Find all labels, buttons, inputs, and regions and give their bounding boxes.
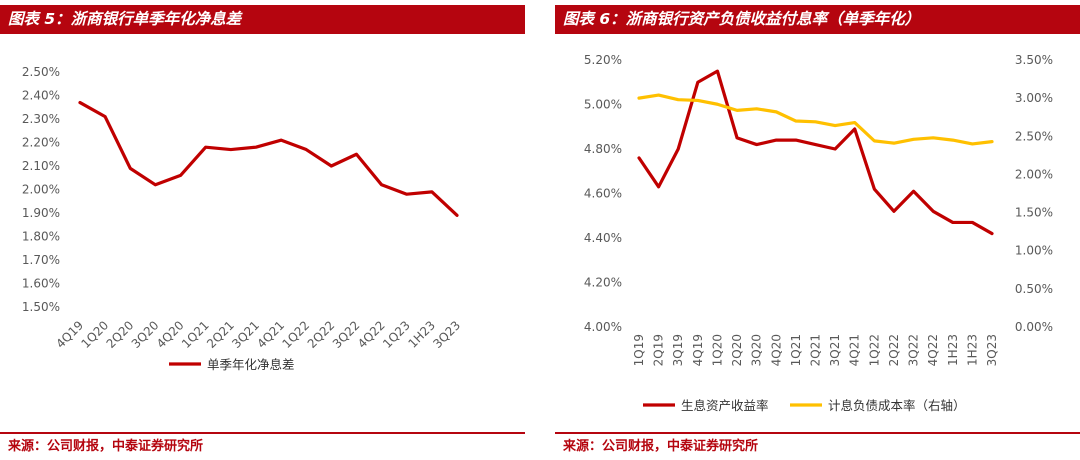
y-right-tick-label: 0.00% <box>1015 320 1053 334</box>
y-right-tick-label: 3.50% <box>1015 53 1053 67</box>
x-tick-label: 2Q22 <box>305 318 338 351</box>
y-right-tick-label: 1.00% <box>1015 244 1053 258</box>
x-tick-label: 2Q19 <box>652 334 666 366</box>
y-tick-label: 2.40% <box>22 89 60 103</box>
y-left-tick-label: 4.40% <box>584 231 622 245</box>
right-chart-svg: 5.20% 5.00% 4.80% 4.60% 4.40% 4.20% 4.00% 3.50%… <box>584 53 1053 413</box>
series-line-net-interest-margin <box>78 100 459 217</box>
x-tick-label: 4Q20 <box>154 318 187 351</box>
series-line-asset-yield <box>637 69 994 236</box>
right-chart-source: 来源：公司财报，中泰证券研究所 <box>555 432 1080 459</box>
right-chart-panel: 图表 6：浙商银行资产负债收益付息率（单季年化） 5.20% 5.00% 4.80%… <box>555 0 1080 459</box>
x-tick-label: 3Q21 <box>828 334 842 366</box>
x-tick-label: 1Q23 <box>380 318 413 351</box>
y-tick-label: 2.00% <box>22 183 60 197</box>
x-tick-label: 1Q21 <box>179 318 212 351</box>
y-left-tick-label: 4.20% <box>584 276 622 290</box>
x-tick-label: 3Q19 <box>671 334 685 366</box>
x-tick-label: 3Q21 <box>229 318 262 351</box>
y-tick-label: 1.80% <box>22 230 60 244</box>
x-tick-label: 3Q20 <box>129 318 162 351</box>
y-tick-label: 2.30% <box>22 112 60 126</box>
x-tick-label: 1H23 <box>406 318 438 350</box>
x-tick-label: 1Q20 <box>710 334 724 366</box>
y-tick-label: 1.60% <box>22 277 60 291</box>
legend-label-net-interest-margin: 单季年化净息差 <box>207 357 295 372</box>
y-left-tick-label: 5.20% <box>584 53 622 67</box>
x-tick-label: 3Q22 <box>907 334 921 366</box>
right-chart-title: 图表 6：浙商银行资产负债收益付息率（单季年化） <box>555 5 1080 34</box>
x-tick-label: 1Q22 <box>280 318 313 351</box>
x-tick-label: 2Q21 <box>204 318 237 351</box>
y-tick-label: 2.20% <box>22 136 60 150</box>
x-tick-label: 1H23 <box>965 334 979 366</box>
legend-label-asset-yield: 生息资产收益率 <box>681 398 769 413</box>
x-tick-label: 3Q23 <box>985 334 999 366</box>
x-tick-label: 3Q20 <box>750 334 764 366</box>
y-left-tick-label: 5.00% <box>584 98 622 112</box>
y-tick-label: 1.70% <box>22 253 60 267</box>
y-tick-label: 2.50% <box>22 65 60 79</box>
left-chart-source: 来源：公司财报，中泰证券研究所 <box>0 432 525 459</box>
legend-label-liability-cost: 计息负债成本率（右轴） <box>828 398 966 413</box>
x-tick-label: 4Q21 <box>254 318 287 351</box>
x-tick-label: 4Q19 <box>53 318 86 351</box>
x-tick-label: 1Q22 <box>867 334 881 366</box>
y-left-tick-label: 4.00% <box>584 320 622 334</box>
y-tick-label: 1.50% <box>22 300 60 314</box>
x-tick-label: 1Q21 <box>789 334 803 366</box>
y-left-tick-label: 4.80% <box>584 142 622 156</box>
left-chart-title: 图表 5：浙商银行单季年化净息差 <box>0 5 525 34</box>
left-chart-svg: 2.50% 2.40% 2.30% 2.20% 2.10% 2.00% 1.90% 1.80%… <box>22 65 463 372</box>
y-tick-label: 1.90% <box>22 206 60 220</box>
y-right-tick-label: 0.50% <box>1015 282 1053 296</box>
x-tick-label: 1Q19 <box>632 334 646 366</box>
x-tick-label: 4Q19 <box>691 334 705 366</box>
x-tick-label: 2Q20 <box>104 318 137 351</box>
y-left-tick-label: 4.60% <box>584 187 622 201</box>
x-tick-label: 4Q21 <box>848 334 862 366</box>
series-line-liability-cost <box>637 93 994 146</box>
y-right-tick-label: 2.50% <box>1015 129 1053 143</box>
x-tick-label: 1Q20 <box>78 318 111 351</box>
y-right-tick-label: 2.00% <box>1015 167 1053 181</box>
y-right-tick-label: 3.00% <box>1015 91 1053 105</box>
x-tick-label: 2Q22 <box>887 334 901 366</box>
y-tick-label: 2.10% <box>22 159 60 173</box>
x-tick-label: 2Q21 <box>809 334 823 366</box>
y-right-tick-label: 1.50% <box>1015 206 1053 220</box>
x-tick-label: 2Q20 <box>730 334 744 366</box>
x-tick-label: 4Q22 <box>355 318 388 351</box>
x-tick-label: 3Q23 <box>430 318 463 351</box>
x-tick-label: 4Q22 <box>926 334 940 366</box>
x-tick-label: 4Q20 <box>769 334 783 366</box>
x-tick-label: 1H23 <box>946 334 960 366</box>
x-tick-label: 3Q22 <box>330 318 363 351</box>
left-chart-panel: 图表 5：浙商银行单季年化净息差 2.50% 2.40% 2.30% 2.20% 2.1… <box>0 0 525 459</box>
